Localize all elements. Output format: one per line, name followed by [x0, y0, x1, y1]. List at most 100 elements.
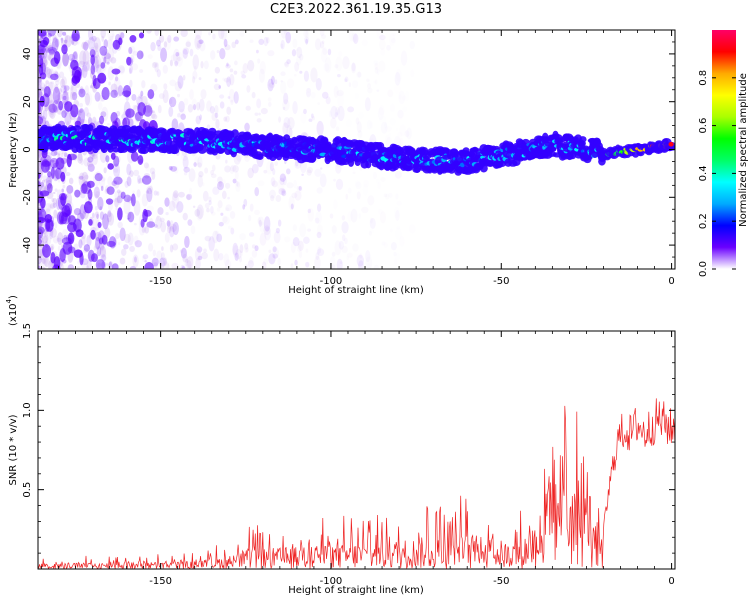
spectrogram-noise-blob	[38, 157, 41, 162]
spectrogram-noise-blob	[136, 189, 141, 198]
spectrogram-noise-blob	[93, 186, 100, 199]
spectrogram-noise-blob	[38, 37, 41, 42]
spectrogram-noise-blob	[170, 54, 178, 61]
spectrogram-noise-blob	[107, 47, 114, 62]
spectrogram-noise-blob	[44, 66, 51, 75]
spectrogram-noise-blob	[155, 215, 162, 229]
spectrogram-noise-blob	[114, 76, 119, 82]
spectrogram-noise-blob	[290, 241, 296, 254]
spectrogram-noise-blob	[172, 48, 181, 66]
spectrogram-noise-blob	[227, 96, 231, 99]
snr-panel: -150 -100 -50 0 0.5 1.0 1.5 Height of straigh…	[5, 295, 676, 596]
spectrogram-noise-blob	[314, 255, 321, 269]
spectrogram-noise-blob	[224, 165, 231, 173]
spectrogram-noise-blob	[270, 195, 275, 202]
spectrogram-noise-blob	[278, 187, 286, 196]
spectrogram-noise-blob	[133, 169, 140, 177]
spectrogram-noise-blob	[224, 259, 232, 269]
spectrogram-noise-blob	[256, 98, 262, 109]
spectrogram-noise-blob	[314, 169, 321, 177]
spectrogram-noise-blob	[162, 89, 169, 104]
spectrogram-noise-blob	[226, 106, 232, 115]
spectrogram-noise-blob	[38, 80, 41, 84]
spectrogram-noise-blob	[141, 175, 152, 185]
spectrogram-noise-blob	[249, 257, 254, 264]
spectrogram-noise-blob	[223, 77, 230, 83]
spectrogram-noise-blob	[42, 175, 48, 181]
spectrogram-noise-blob	[198, 39, 204, 45]
spectrogram-noise-blob	[114, 86, 122, 98]
spectrogram-noise-blob	[342, 234, 346, 242]
spectrogram-noise-blob	[183, 166, 190, 173]
spectrogram-noise-blob	[188, 187, 193, 194]
spectrogram-noise-blob	[111, 263, 119, 269]
spectrogram-noise-blob	[247, 59, 255, 72]
spectrogram-noise-blob	[106, 39, 113, 49]
spectrogram-noise-blob	[222, 216, 230, 225]
spectrogram-noise-blob	[39, 91, 44, 96]
spectrogram-noise-blob	[44, 104, 48, 110]
spectrogram-noise-blob	[197, 255, 203, 261]
spectrogram-noise-blob	[96, 171, 101, 176]
spectrogram-noise-blob	[38, 208, 47, 222]
spectrogram-noise-blob	[94, 173, 103, 182]
spectrogram-noise-blob	[325, 96, 331, 105]
spectrogram-noise-blob	[218, 85, 221, 89]
spectrogram-noise-blob	[210, 50, 216, 60]
spectrogram-noise-blob	[384, 122, 387, 129]
spectrogram-noise-blob	[86, 265, 90, 269]
spectrogram-noise-blob	[52, 191, 56, 195]
spectrogram-noise-blob	[126, 176, 132, 187]
spectrogram-noise-blob	[123, 244, 129, 250]
spectrogram-noise-blob	[146, 221, 156, 228]
spectrogram-noise-blob	[149, 167, 156, 175]
spectrogram-noise-blob	[120, 191, 126, 199]
spectrogram-noise-blob	[118, 31, 123, 38]
spectrogram-noise-blob	[366, 254, 373, 269]
spectrogram-noise-blob	[73, 208, 82, 216]
spectrogram-noise-blob	[373, 172, 377, 179]
spectrogram-noise-blob	[42, 244, 52, 258]
spectrogram-noise-blob	[38, 172, 41, 180]
spectrogram-noise-blob	[142, 256, 146, 263]
spectrogram-noise-blob	[336, 89, 344, 97]
spectrogram-noise-blob	[163, 257, 168, 266]
spectrogram-noise-blob	[52, 235, 60, 244]
spectrogram-noise-blob	[301, 173, 304, 176]
spectrogram-noise-blob	[40, 82, 46, 91]
spectrogram-noise-blob	[55, 157, 65, 170]
spectrogram-noise-blob	[92, 46, 98, 53]
spectrogram-ridge-blob	[83, 129, 92, 136]
spectrogram-noise-blob	[44, 106, 49, 112]
spectrogram-noise-blob	[51, 37, 59, 53]
spectrogram-noise-blob	[356, 121, 362, 133]
spectrogram-noise-blob	[48, 202, 54, 211]
spectrogram-noise-blob	[210, 211, 216, 216]
spectrogram-noise-blob	[267, 78, 274, 92]
spectrogram-noise-blob	[60, 85, 67, 93]
spectrogram-noise-blob	[198, 171, 204, 178]
spectrogram-noise-blob	[203, 248, 207, 253]
spectrogram-noise-blob	[368, 230, 372, 236]
y-tick-label: 1.0	[22, 402, 33, 418]
spectrogram-noise-blob	[303, 108, 307, 115]
spectrogram-noise-blob	[65, 192, 73, 207]
spectrogram-noise-blob	[81, 64, 88, 79]
spectrogram-noise-blob	[333, 85, 339, 98]
spectrogram-noise-blob	[219, 101, 225, 109]
spectrogram-noise-blob	[79, 85, 84, 95]
spectrogram-noise-blob	[80, 183, 88, 194]
spectrogram-noise-blob	[109, 35, 114, 41]
spectrogram-panel: -150 -100 -50 0 -40 -20 0 20 40 Height of strai…	[8, 29, 676, 296]
spectrogram-noise-blob	[101, 234, 108, 245]
spectrogram-noise-blob	[53, 209, 58, 219]
spectrogram-noise-blob	[194, 156, 200, 166]
spectrogram-noise-blob	[232, 245, 240, 258]
spectrogram-noise-blob	[67, 246, 76, 254]
spectrogram-x-axis-label: Height of straight line (km)	[288, 285, 424, 296]
spectrogram-noise-blob	[222, 77, 225, 81]
spectrogram-noise-blob	[105, 198, 114, 205]
spectrogram-noise-blob	[282, 122, 289, 136]
spectrogram-noise-blob	[157, 104, 162, 114]
